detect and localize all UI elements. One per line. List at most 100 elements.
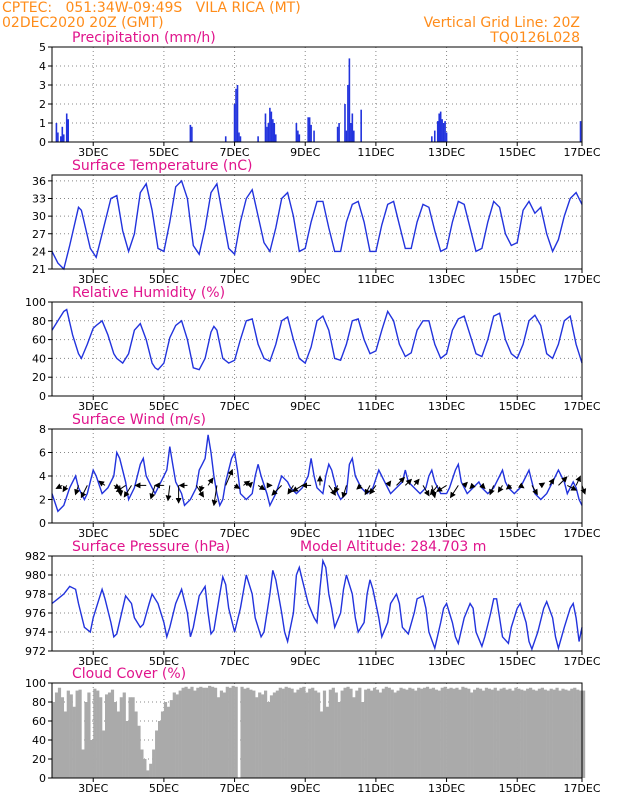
bar: [573, 687, 577, 778]
bar: [298, 134, 301, 142]
bar: [308, 117, 311, 142]
panel-4: 0 2 4 6 8 3DEC 5DEC 7DEC 9DEC 11DEC 13DEC 15DEC 17DE…: [39, 412, 601, 540]
y-tick-label: 40: [32, 352, 46, 365]
y-tick-label: 100: [25, 296, 46, 309]
bar: [546, 690, 550, 778]
bar: [235, 88, 237, 142]
bar: [105, 694, 109, 778]
bar: [240, 686, 244, 778]
bar: [310, 124, 312, 142]
x-tick-label: 13DEC: [428, 400, 465, 413]
bar: [364, 689, 368, 778]
y-tick-label: 2: [39, 494, 46, 507]
wind-vector: [558, 476, 568, 486]
bar: [84, 702, 88, 778]
bar: [470, 692, 474, 778]
panel-title: Surface Pressure (hPa): [72, 539, 230, 555]
x-tick-label: 9DEC: [290, 782, 320, 795]
bar: [54, 692, 59, 778]
bar: [278, 687, 282, 778]
bar: [420, 688, 424, 778]
bar: [269, 695, 274, 778]
bar: [190, 686, 194, 778]
x-tick-label: 15DEC: [499, 655, 536, 668]
y-tick-label: 60: [32, 334, 46, 347]
x-tick-label: 17DEC: [563, 527, 600, 540]
panel-title: Cloud Cover (%): [72, 666, 186, 682]
plot-frame: [51, 174, 583, 270]
bar: [295, 123, 298, 142]
y-tick-label: 60: [32, 715, 46, 728]
y-tick-label: 1: [39, 117, 46, 130]
bar: [478, 688, 483, 778]
x-tick-label: 15DEC: [499, 273, 536, 286]
y-tick-label: 974: [25, 626, 46, 639]
y-tick-label: 20: [32, 371, 46, 384]
bar: [425, 686, 430, 778]
bar: [411, 688, 415, 778]
bar: [408, 687, 412, 778]
bar: [361, 702, 365, 778]
x-tick-label: 17DEC: [563, 146, 600, 159]
bar: [90, 740, 94, 778]
bar: [296, 689, 300, 778]
bar: [274, 134, 277, 142]
x-tick-label: 9DEC: [290, 400, 320, 413]
bar: [219, 690, 224, 778]
bar: [446, 688, 450, 778]
bar: [490, 689, 494, 778]
wind-vector: [531, 485, 538, 496]
x-tick-label: 3DEC: [78, 400, 108, 413]
y-tick-label: 4: [39, 60, 46, 73]
y-tick-label: 8: [39, 423, 46, 436]
y-tick-label: 30: [32, 210, 46, 223]
wind-vector: [479, 482, 486, 490]
header-date: 02DEC2020 20Z (GMT): [2, 15, 164, 31]
bar: [216, 697, 221, 778]
bar: [258, 692, 262, 778]
x-tick-label: 3DEC: [78, 273, 108, 286]
x-tick-label: 7DEC: [220, 527, 250, 540]
bar: [514, 687, 518, 778]
bar: [264, 690, 268, 778]
bar: [437, 690, 441, 778]
bar: [499, 688, 503, 778]
bar: [122, 692, 126, 778]
bar: [172, 692, 176, 778]
bar: [225, 686, 229, 778]
bar: [266, 126, 268, 142]
bar: [287, 687, 291, 778]
wind-vector: [385, 480, 392, 488]
panel-5: 972 974 976 978 980 982 3DEC 5DEC 7DEC 9DEC 11DEC 1…: [25, 539, 601, 668]
plot-frame: [51, 46, 583, 143]
bar: [436, 121, 439, 142]
y-tick-label: 980: [25, 569, 46, 582]
bar: [160, 711, 165, 778]
x-tick-label: 17DEC: [563, 273, 600, 286]
bar: [52, 702, 56, 778]
bar: [345, 130, 348, 142]
y-tick-label: 0: [39, 390, 46, 403]
bar: [272, 692, 277, 778]
bar: [467, 688, 471, 778]
bar: [246, 687, 250, 778]
bar: [60, 697, 65, 778]
bar: [146, 770, 150, 778]
bar: [399, 687, 403, 778]
x-tick-label: 13DEC: [428, 146, 465, 159]
wind-vector: [80, 485, 88, 499]
bar: [372, 687, 377, 778]
bar: [93, 688, 97, 778]
bar: [57, 132, 59, 142]
bar: [455, 687, 459, 778]
bar: [441, 119, 443, 142]
wind-vector: [364, 485, 371, 496]
bar: [149, 763, 153, 778]
x-tick-label: 11DEC: [357, 527, 394, 540]
y-tick-label: 0: [39, 517, 46, 530]
wind-vector: [246, 481, 253, 489]
bar: [255, 697, 259, 778]
x-tick-label: 5DEC: [149, 655, 179, 668]
x-tick-label: 11DEC: [357, 400, 394, 413]
bar: [61, 126, 64, 142]
